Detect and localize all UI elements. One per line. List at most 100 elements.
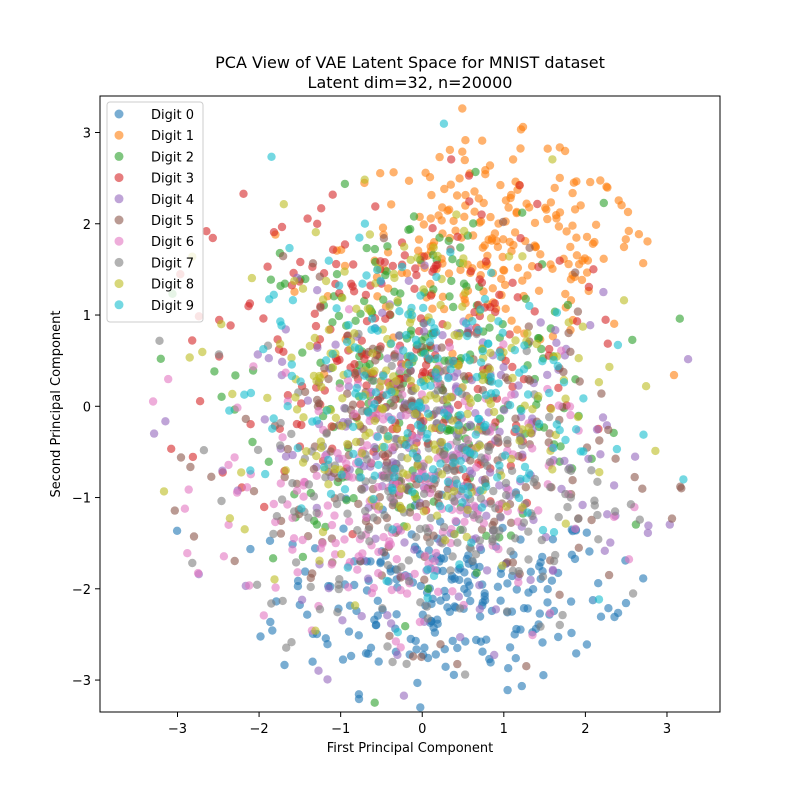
- scatter-point: [317, 204, 326, 213]
- scatter-point: [241, 414, 250, 424]
- scatter-point: [389, 401, 398, 410]
- scatter-point: [428, 331, 438, 340]
- scatter-point: [338, 454, 347, 464]
- scatter-point: [431, 548, 441, 558]
- legend-marker: [114, 236, 124, 246]
- scatter-point: [217, 320, 226, 329]
- scatter-point: [493, 473, 502, 482]
- scatter-point: [360, 219, 370, 228]
- scatter-point: [270, 575, 279, 584]
- scatter-point: [583, 256, 593, 265]
- scatter-point: [610, 612, 619, 622]
- scatter-point: [430, 324, 439, 333]
- scatter-point: [402, 269, 412, 278]
- scatter-point: [259, 345, 268, 354]
- scatter-point: [198, 347, 207, 357]
- scatter-point: [242, 483, 252, 492]
- scatter-point: [349, 287, 359, 296]
- scatter-point: [245, 581, 254, 590]
- scatter-point: [413, 461, 422, 470]
- scatter-point: [288, 450, 297, 460]
- scatter-point: [465, 466, 475, 475]
- scatter-point: [520, 462, 530, 472]
- scatter-point: [299, 492, 308, 501]
- scatter-point: [604, 570, 614, 580]
- scatter-point: [358, 279, 367, 288]
- scatter-point: [442, 546, 452, 556]
- scatter-point: [316, 303, 325, 312]
- scatter-point: [528, 630, 537, 640]
- scatter-point: [408, 652, 418, 661]
- scatter-point: [395, 307, 404, 316]
- scatter-point: [555, 173, 564, 183]
- scatter-point: [225, 514, 235, 523]
- scatter-point: [344, 627, 354, 636]
- scatter-point: [323, 501, 332, 510]
- scatter-point: [282, 643, 291, 652]
- scatter-point: [237, 468, 246, 477]
- scatter-point: [442, 491, 452, 501]
- scatter-point: [475, 515, 484, 524]
- scatter-point: [466, 267, 476, 276]
- scatter-point: [419, 303, 428, 313]
- scatter-point: [425, 337, 435, 347]
- scatter-point: [256, 632, 265, 641]
- scatter-point: [525, 243, 534, 252]
- scatter-point: [472, 372, 481, 382]
- scatter-point: [264, 354, 273, 363]
- scatter-point: [621, 235, 630, 244]
- scatter-point: [566, 597, 576, 606]
- scatter-point: [387, 585, 396, 595]
- scatter-point: [556, 442, 565, 451]
- scatter-point: [383, 642, 392, 651]
- scatter-point: [354, 552, 363, 561]
- scatter-point: [517, 681, 526, 691]
- x-tick-label: −2: [249, 722, 268, 737]
- scatter-point: [453, 400, 463, 410]
- scatter-point: [269, 529, 278, 539]
- scatter-point: [485, 365, 495, 374]
- scatter-point: [305, 341, 315, 351]
- scatter-point: [538, 572, 548, 581]
- legend-marker: [114, 215, 124, 225]
- scatter-point: [324, 256, 333, 265]
- scatter-point: [370, 443, 379, 452]
- scatter-point: [505, 401, 515, 410]
- scatter-point: [351, 437, 361, 447]
- scatter-point: [436, 640, 445, 649]
- scatter-point: [393, 650, 402, 660]
- scatter-point: [503, 579, 512, 588]
- scatter-point: [279, 200, 288, 209]
- scatter-point: [269, 290, 278, 299]
- scatter-point: [448, 349, 457, 358]
- scatter-point: [521, 483, 530, 492]
- legend-label: Digit 3: [151, 172, 194, 187]
- scatter-point: [548, 535, 558, 544]
- scatter-point: [379, 295, 388, 304]
- scatter-point: [630, 472, 639, 482]
- scatter-point: [352, 304, 361, 313]
- scatter-point: [411, 636, 420, 646]
- scatter-point: [605, 362, 614, 372]
- scatter-point: [214, 350, 224, 359]
- scatter-point: [574, 514, 583, 523]
- scatter-point: [402, 330, 411, 340]
- scatter-point: [530, 307, 539, 316]
- scatter-point: [557, 346, 566, 355]
- scatter-point: [327, 560, 336, 569]
- scatter-point: [361, 506, 370, 516]
- scatter-point: [511, 534, 520, 543]
- scatter-point: [399, 346, 408, 355]
- scatter-point: [567, 550, 577, 559]
- scatter-point: [428, 304, 437, 313]
- scatter-point: [453, 643, 462, 653]
- scatter-point: [332, 270, 342, 279]
- scatter-point: [426, 513, 435, 523]
- scatter-point: [322, 429, 331, 438]
- scatter-point: [240, 390, 249, 399]
- scatter-point: [224, 460, 233, 470]
- scatter-point: [515, 368, 524, 377]
- scatter-point: [156, 354, 165, 363]
- scatter-point: [592, 425, 602, 434]
- scatter-point: [597, 389, 606, 398]
